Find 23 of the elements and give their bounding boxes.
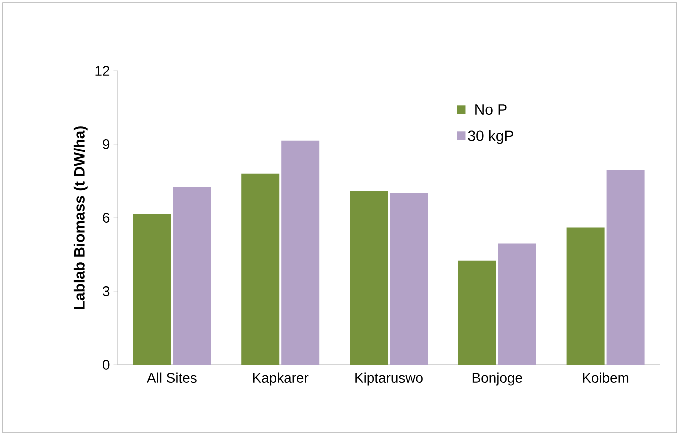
y-axis-title: Lablab Biomass (t DW/ha) <box>74 126 88 310</box>
x-tick-label: Kiptaruswo <box>356 372 423 386</box>
bar <box>173 187 212 365</box>
y-tick-label: 9 <box>103 140 110 150</box>
bar <box>133 214 172 365</box>
bar <box>242 174 280 365</box>
legend-label: 30 kgP <box>468 130 514 144</box>
bar <box>498 244 536 365</box>
x-tick-label: Bonjoge <box>472 372 522 386</box>
legend-label: No P <box>476 104 507 116</box>
bar <box>606 170 645 365</box>
y-tick-label: 0 <box>103 360 110 370</box>
x-tick-label: Kapkarer <box>253 372 309 386</box>
bar <box>350 191 388 365</box>
y-tick-label: 6 <box>103 213 110 223</box>
x-tick-label: Koibem <box>583 372 629 384</box>
y-tick-label: 3 <box>103 286 110 296</box>
x-tick-label: All Sites <box>147 372 197 384</box>
bar <box>566 228 605 365</box>
bar <box>458 260 496 365</box>
bar <box>390 193 428 365</box>
y-tick-label: 12 <box>96 66 110 76</box>
bar <box>282 140 320 365</box>
